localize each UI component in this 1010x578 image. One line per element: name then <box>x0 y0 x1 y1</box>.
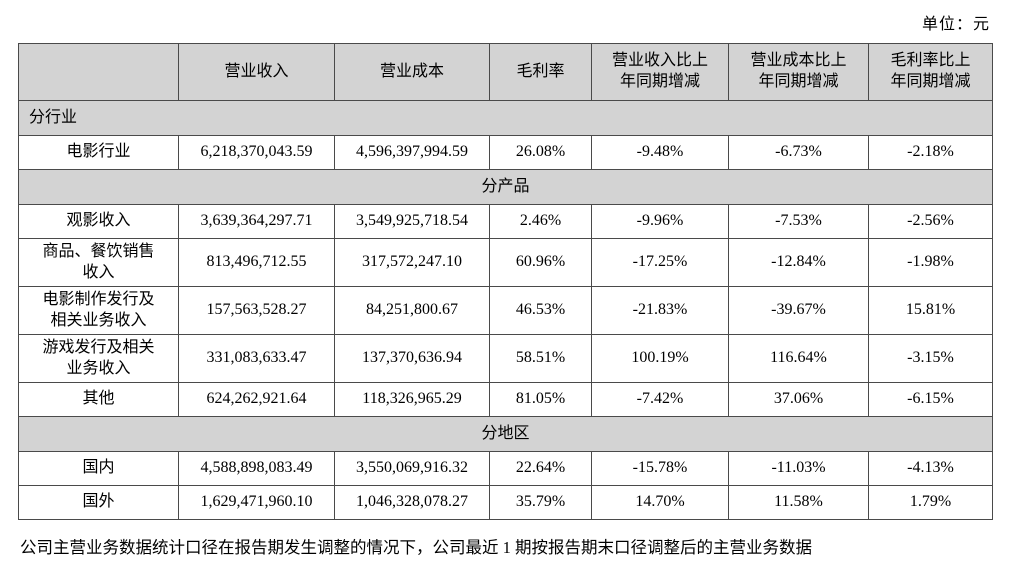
header-cell-cost: 营业成本 <box>334 43 490 101</box>
header-cell-margin-yoy: 毛利率比上 年同期增减 <box>868 43 993 101</box>
value-cell: 26.08% <box>489 135 592 170</box>
value-cell: 11.58% <box>728 485 869 520</box>
value-cell: -17.25% <box>591 238 729 287</box>
footnote-text: 公司主营业务数据统计口径在报告期发生调整的情况下，公司最近 1 期按报告期末口径… <box>20 538 812 557</box>
section-row-by-region: 分地区 <box>18 416 993 452</box>
header-cell-cost-yoy: 营业成本比上 年同期增减 <box>728 43 869 101</box>
table-row-other: 其他 624,262,921.64 118,326,965.29 81.05% … <box>18 382 993 417</box>
table-row-film-industry: 电影行业 6,218,370,043.59 4,596,397,994.59 2… <box>18 135 993 170</box>
value-cell: 4,596,397,994.59 <box>334 135 490 170</box>
value-cell: 58.51% <box>489 334 592 383</box>
value-cell: 137,370,636.94 <box>334 334 490 383</box>
value-cell: -21.83% <box>591 286 729 335</box>
value-cell: 2.46% <box>489 204 592 239</box>
header-cell-gross-margin: 毛利率 <box>489 43 592 101</box>
table-row-game-distribution-revenue: 游戏发行及相关 业务收入 331,083,633.47 137,370,636.… <box>18 334 993 383</box>
value-cell: 84,251,800.67 <box>334 286 490 335</box>
value-cell: 15.81% <box>868 286 993 335</box>
value-cell: 116.64% <box>728 334 869 383</box>
value-cell: -2.56% <box>868 204 993 239</box>
table-row-film-production-distribution-revenue: 电影制作发行及 相关业务收入 157,563,528.27 84,251,800… <box>18 286 993 335</box>
row-label-cell: 国外 <box>18 485 179 520</box>
value-cell: -39.67% <box>728 286 869 335</box>
section-row-by-product: 分产品 <box>18 169 993 205</box>
value-cell: -11.03% <box>728 451 869 486</box>
header-cell-revenue-yoy: 营业收入比上 年同期增减 <box>591 43 729 101</box>
value-cell: 3,549,925,718.54 <box>334 204 490 239</box>
value-cell: 624,262,921.64 <box>178 382 335 417</box>
table-row-viewing-revenue: 观影收入 3,639,364,297.71 3,549,925,718.54 2… <box>18 204 993 239</box>
value-cell: 35.79% <box>489 485 592 520</box>
value-cell: 118,326,965.29 <box>334 382 490 417</box>
section-title-cell: 分地区 <box>18 416 993 452</box>
header-cell-revenue: 营业收入 <box>178 43 335 101</box>
value-cell: -4.13% <box>868 451 993 486</box>
value-cell: -12.84% <box>728 238 869 287</box>
value-cell: -1.98% <box>868 238 993 287</box>
row-label-cell: 电影制作发行及 相关业务收入 <box>18 286 179 335</box>
value-cell: -7.42% <box>591 382 729 417</box>
table-row-domestic: 国内 4,588,898,083.49 3,550,069,916.32 22.… <box>18 451 993 486</box>
value-cell: 1.79% <box>868 485 993 520</box>
row-label-cell: 其他 <box>18 382 179 417</box>
value-cell: 14.70% <box>591 485 729 520</box>
table-row-goods-catering-revenue: 商品、餐饮销售 收入 813,496,712.55 317,572,247.10… <box>18 238 993 287</box>
value-cell: 37.06% <box>728 382 869 417</box>
value-cell: 22.64% <box>489 451 592 486</box>
section-row-by-industry: 分行业 <box>18 100 993 136</box>
value-cell: 331,083,633.47 <box>178 334 335 383</box>
value-cell: 6,218,370,043.59 <box>178 135 335 170</box>
row-label-cell: 电影行业 <box>18 135 179 170</box>
value-cell: 4,588,898,083.49 <box>178 451 335 486</box>
value-cell: -9.48% <box>591 135 729 170</box>
value-cell: 157,563,528.27 <box>178 286 335 335</box>
row-label-cell: 商品、餐饮销售 收入 <box>18 238 179 287</box>
header-cell-blank <box>18 43 179 101</box>
value-cell: -2.18% <box>868 135 993 170</box>
value-cell: 1,629,471,960.10 <box>178 485 335 520</box>
section-title-cell: 分行业 <box>18 100 993 136</box>
value-cell: 46.53% <box>489 286 592 335</box>
value-cell: -7.53% <box>728 204 869 239</box>
row-label-cell: 观影收入 <box>18 204 179 239</box>
value-cell: 60.96% <box>489 238 592 287</box>
section-title-cell: 分产品 <box>18 169 993 205</box>
value-cell: -3.15% <box>868 334 993 383</box>
value-cell: 1,046,328,078.27 <box>334 485 490 520</box>
main-business-data-table: 营业收入 营业成本 毛利率 营业收入比上 年同期增减 营业成本比上 年同期增减 … <box>18 43 993 520</box>
value-cell: 3,550,069,916.32 <box>334 451 490 486</box>
value-cell: -6.73% <box>728 135 869 170</box>
row-label-cell: 国内 <box>18 451 179 486</box>
value-cell: 3,639,364,297.71 <box>178 204 335 239</box>
value-cell: 100.19% <box>591 334 729 383</box>
row-label-cell: 游戏发行及相关 业务收入 <box>18 334 179 383</box>
value-cell: -15.78% <box>591 451 729 486</box>
value-cell: 813,496,712.55 <box>178 238 335 287</box>
unit-label: 单位：元 <box>921 16 990 33</box>
value-cell: -6.15% <box>868 382 993 417</box>
header-row: 营业收入 营业成本 毛利率 营业收入比上 年同期增减 营业成本比上 年同期增减 … <box>18 43 993 101</box>
value-cell: 81.05% <box>489 382 592 417</box>
value-cell: -9.96% <box>591 204 729 239</box>
value-cell: 317,572,247.10 <box>334 238 490 287</box>
table-row-overseas: 国外 1,629,471,960.10 1,046,328,078.27 35.… <box>18 485 993 520</box>
